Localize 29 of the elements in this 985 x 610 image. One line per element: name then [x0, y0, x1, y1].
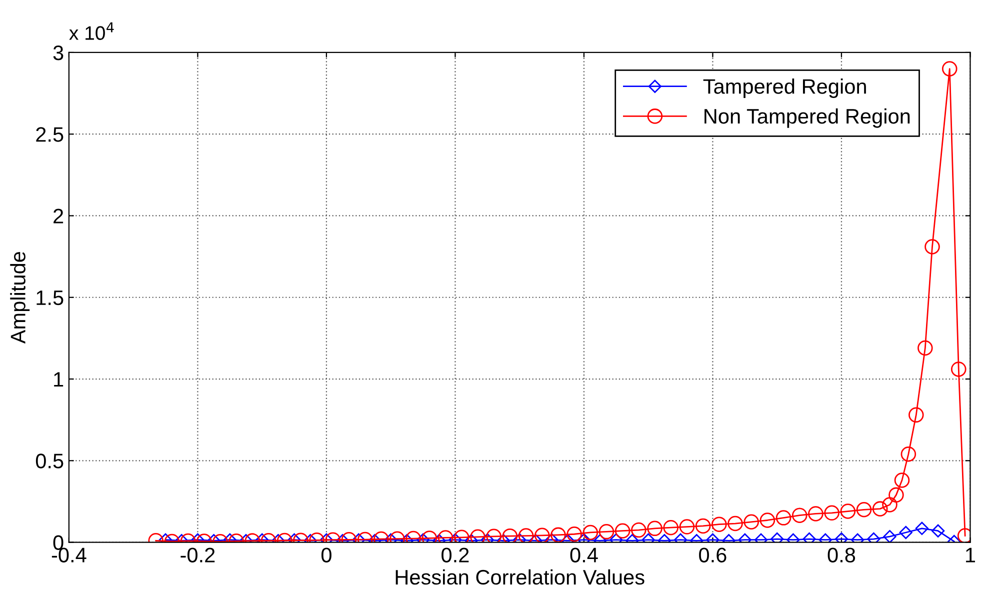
y-tick-label: 2 — [54, 208, 64, 224]
x-tick-label: 0.2 — [442, 548, 469, 562]
point — [908, 407, 924, 423]
x-tick-label: 0.8 — [828, 548, 856, 562]
point — [454, 530, 470, 542]
legend-label: Non Tampered Region — [704, 108, 910, 128]
point — [951, 362, 966, 377]
y-tick-label: 3 — [53, 45, 64, 60]
x-tick-label: 0 — [321, 548, 332, 562]
y-tick-label: 1 — [54, 372, 64, 387]
point — [924, 239, 940, 254]
legend-label: Tampered Region — [703, 78, 866, 98]
text: x 10$^{4}$ — [69, 22, 114, 40]
point — [918, 340, 933, 356]
x-axis-title: Hessian Correlation Values — [396, 569, 644, 585]
point — [486, 528, 502, 542]
x-tick-label: -0.2 — [180, 548, 215, 562]
point — [900, 446, 916, 462]
x-tick-label: 1 — [966, 548, 975, 562]
point — [502, 528, 518, 542]
y-axis-title: Amplitude — [10, 252, 30, 344]
x-tick-label: 0.4 — [570, 548, 598, 562]
y-tick-label: 0.5 — [36, 454, 64, 468]
x-tick-label: 0.6 — [699, 548, 726, 562]
y-tick-label: 1.5 — [36, 290, 64, 306]
y-tick-label: 2.5 — [36, 127, 64, 142]
x-tick-label: -0.4 — [52, 548, 86, 562]
y-tick-label: 0 — [53, 535, 64, 550]
point — [470, 529, 486, 542]
